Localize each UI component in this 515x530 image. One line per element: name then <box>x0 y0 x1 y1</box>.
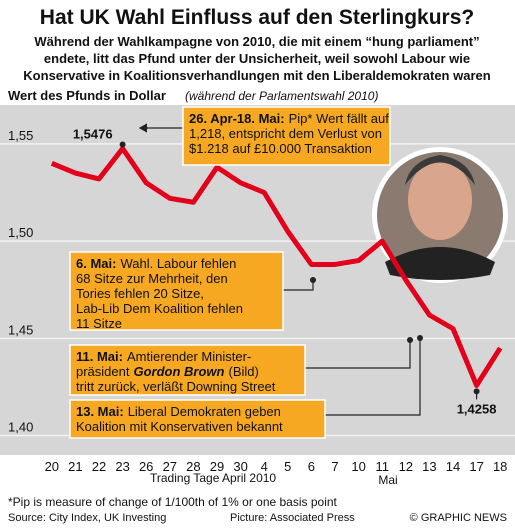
x-tick-label: 6 <box>308 459 315 474</box>
annotation-line: Lab-Lib Dem Koalition fehlen <box>76 301 243 316</box>
connector <box>283 280 314 291</box>
connector <box>325 338 421 416</box>
x-tick-label: 29 <box>210 459 224 474</box>
point-dot <box>473 388 480 395</box>
subtitle: endete, litt das Pfund unter der Unsiche… <box>44 51 470 66</box>
annotation-line: Liberal Demokraten geben <box>128 404 281 419</box>
copyright: © GRAPHIC NEWS <box>410 512 507 524</box>
annotation-line: Wahl. Labour fehlen <box>120 256 236 271</box>
annotation-text: 26. Apr-18. Mai: Pip* Wert fällt auf 1,218… <box>189 111 389 156</box>
data-line <box>50 146 503 388</box>
x-tick-label: 27 <box>163 459 177 474</box>
source: Source: City Index, UK Investing <box>8 512 166 524</box>
annotation-line: 1,218, entspricht dem Verlust von <box>189 126 382 141</box>
x-axis-label: Mai <box>378 473 397 487</box>
point-dot <box>310 277 316 283</box>
annotation-line: Gordon Brown <box>133 364 224 379</box>
x-tick-label: 18 <box>493 459 507 474</box>
annotation-line: 68 Sitze zur Mehrheit, den <box>76 271 228 286</box>
x-axis-label: Trading Tage April 2010 <box>150 471 276 485</box>
x-tick-label: 17 <box>469 459 483 474</box>
subtitle: Konservative in Koalitionsverhandlungen … <box>23 68 490 83</box>
subtitle: Während der Wahlkampagne von 2010, die m… <box>34 34 479 49</box>
y-tick-label: 1,50 <box>8 225 33 240</box>
picture-credit: Picture: Associated Press <box>230 512 355 524</box>
annotation-line: 11 Sitze <box>76 316 122 331</box>
x-tick-label: 26 <box>139 459 153 474</box>
point-dot <box>417 335 423 341</box>
x-tick-label: 21 <box>68 459 82 474</box>
x-tick-label: 20 <box>45 459 59 474</box>
x-tick-label: 12 <box>399 459 413 474</box>
chart-title: Hat UK Wahl Einfluss auf den Sterlingkur… <box>40 6 474 29</box>
annotation-box <box>69 251 284 331</box>
point-dot <box>407 337 413 343</box>
annotation-head: 13. Mai: <box>76 404 124 419</box>
x-tick-label: 5 <box>284 459 291 474</box>
y-tick-label: 1,45 <box>8 322 33 337</box>
annotation-head: 11. Mai: <box>76 349 123 364</box>
annotation-box <box>182 106 391 166</box>
annotation-box <box>69 399 326 439</box>
value-label: 1,5476 <box>73 127 113 142</box>
annotation-line: Amtierender Minister- <box>127 349 251 364</box>
y-axis-label: Wert des Pfunds in Dollar <box>8 88 166 103</box>
y-tick-label: 1,55 <box>8 128 33 143</box>
annotation-head: 26. Apr-18. Mai: <box>189 111 285 126</box>
annotation-line: tritt zurück, verläßt Downing Street <box>76 379 276 394</box>
footnote: *Pip is measure of change of 1/100th of … <box>8 495 338 509</box>
value-label: 1,4258 <box>457 401 497 416</box>
annotation-line: präsident <box>76 364 130 379</box>
connector <box>305 340 411 369</box>
y-tick-label: 1,40 <box>8 420 33 435</box>
photo <box>372 147 508 283</box>
x-tick-label: 14 <box>446 459 460 474</box>
x-tick-label: 7 <box>331 459 338 474</box>
annotation-line: $1.218 auf £10.000 Transaktion <box>189 141 372 156</box>
annotation-text: 11. Mai: Amtierender Minister-präsident Go… <box>76 349 276 394</box>
annotation-line: Tories fehlen 20 Sitze, <box>76 286 204 301</box>
point-dot <box>119 141 126 148</box>
y-axis-note: (während der Parlamentswahl 2010) <box>185 89 378 103</box>
x-tick-label: 28 <box>186 459 200 474</box>
annotation-line: Pip* Wert fällt auf <box>289 111 390 126</box>
annotation-text: 6. Mai: Wahl. Labour fehlen 68 Sitze zur M… <box>76 256 243 331</box>
x-tick-label: 13 <box>422 459 436 474</box>
annotation-box <box>69 344 306 396</box>
x-tick-label: 23 <box>115 459 129 474</box>
annotation-head: 6. Mai: <box>76 256 116 271</box>
annotation-text: 13. Mai: Liberal Demokraten geben Koalitio… <box>76 404 283 434</box>
x-tick-label: 22 <box>92 459 106 474</box>
annotation-line: Koalition mit Konservativen bekannt <box>76 419 283 434</box>
x-tick-label: 4 <box>261 459 268 474</box>
x-tick-label: 30 <box>233 459 247 474</box>
x-tick-label: 11 <box>375 459 389 474</box>
annotation-line: (Bild) <box>228 364 258 379</box>
x-tick-label: 10 <box>351 459 365 474</box>
